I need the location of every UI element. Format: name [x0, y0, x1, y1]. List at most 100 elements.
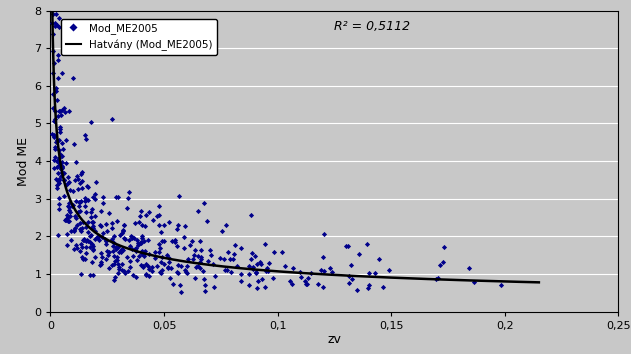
Point	[96, 261, 106, 267]
Point	[71, 198, 81, 204]
Point	[190, 247, 200, 253]
Point	[355, 252, 365, 257]
X-axis label: zv: zv	[327, 333, 341, 346]
Point	[69, 246, 79, 252]
Point	[251, 270, 261, 276]
Point	[250, 253, 260, 258]
Point	[198, 268, 208, 274]
Point	[74, 199, 84, 204]
Point	[119, 222, 129, 228]
Point	[222, 267, 232, 272]
Point	[131, 274, 141, 280]
Point	[98, 194, 109, 200]
Point	[100, 236, 110, 242]
Point	[57, 163, 67, 169]
Point	[78, 219, 88, 225]
Point	[108, 244, 118, 249]
Point	[82, 237, 92, 243]
Point	[48, 48, 58, 53]
Point	[101, 256, 111, 262]
Point	[62, 174, 73, 179]
Point	[97, 234, 107, 240]
Point	[117, 246, 127, 252]
Point	[52, 182, 62, 187]
Point	[117, 261, 127, 267]
Point	[77, 169, 87, 175]
Point	[163, 265, 173, 270]
Point	[90, 255, 100, 260]
Point	[119, 222, 129, 228]
Point	[57, 154, 67, 159]
Point	[83, 219, 93, 225]
Point	[65, 187, 75, 193]
Point	[80, 256, 90, 262]
Point	[90, 196, 100, 202]
Point	[469, 279, 479, 284]
Point	[129, 235, 139, 240]
Point	[255, 259, 265, 265]
Point	[73, 176, 83, 182]
Point	[223, 249, 233, 255]
Point	[125, 243, 135, 249]
Point	[97, 251, 107, 256]
Point	[370, 270, 380, 276]
Point	[97, 254, 107, 260]
Point	[63, 203, 73, 209]
Point	[86, 214, 96, 219]
Point	[269, 250, 280, 255]
Point	[81, 239, 91, 244]
Point	[160, 261, 170, 267]
Point	[302, 281, 312, 287]
Point	[119, 235, 129, 241]
Point	[71, 222, 81, 228]
Point	[110, 245, 121, 250]
Point	[195, 259, 205, 264]
Point	[183, 256, 193, 262]
Point	[81, 136, 91, 142]
Point	[325, 265, 335, 270]
Point	[437, 259, 447, 265]
Point	[280, 263, 290, 269]
Point	[246, 256, 256, 262]
Point	[83, 197, 93, 203]
Point	[67, 204, 77, 209]
Point	[147, 269, 157, 274]
Point	[110, 258, 120, 264]
Point	[69, 227, 79, 233]
Point	[55, 125, 65, 130]
Point	[69, 141, 79, 147]
Point	[88, 272, 98, 278]
Point	[196, 247, 206, 252]
Legend: Mod_ME2005, Hatvány (Mod_ME2005): Mod_ME2005, Hatvány (Mod_ME2005)	[61, 19, 217, 55]
Point	[50, 154, 60, 160]
Point	[133, 242, 143, 248]
Point	[138, 249, 148, 254]
Point	[153, 241, 163, 247]
Point	[63, 180, 73, 186]
Point	[135, 240, 145, 246]
Point	[76, 171, 86, 176]
Point	[96, 223, 106, 228]
Point	[52, 137, 62, 143]
Point	[57, 164, 67, 170]
Point	[112, 218, 122, 224]
Point	[71, 159, 81, 165]
Point	[175, 289, 186, 295]
Point	[71, 215, 81, 221]
Point	[124, 189, 134, 195]
Point	[68, 75, 78, 81]
Point	[83, 238, 93, 244]
Point	[56, 112, 66, 118]
Point	[144, 251, 154, 257]
Point	[159, 239, 169, 244]
Point	[131, 246, 141, 252]
Point	[49, 118, 59, 124]
Point	[141, 261, 151, 267]
Point	[64, 207, 74, 213]
Point	[157, 267, 167, 273]
Point	[143, 273, 153, 279]
Point	[196, 256, 206, 262]
Point	[302, 281, 312, 287]
Point	[277, 249, 287, 255]
Point	[86, 219, 97, 225]
